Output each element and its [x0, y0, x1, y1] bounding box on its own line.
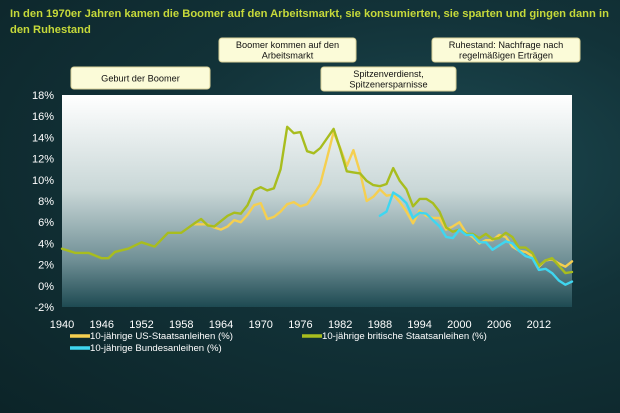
y-tick-label: 2%	[38, 260, 54, 272]
x-tick-label: 1952	[129, 319, 153, 331]
x-tick-label: 1988	[368, 319, 392, 331]
series-lines	[60, 125, 574, 286]
x-tick-label: 2006	[487, 319, 511, 331]
x-tick-label: 1982	[328, 319, 352, 331]
y-tick-label: 18%	[32, 90, 54, 102]
annotation-text: Geburt der Boomer	[101, 74, 180, 84]
annotation-box: Geburt der Boomer	[70, 66, 211, 90]
annotation-text: Boomer kommen auf den	[236, 40, 339, 50]
legend-item-us: 10-jährige US-Staatsanleihen (%)	[70, 331, 233, 342]
x-tick-label: 1964	[209, 319, 233, 331]
y-tick-label: 4%	[38, 238, 54, 250]
y-tick-label: 16%	[32, 111, 54, 123]
y-tick-label: 8%	[38, 196, 54, 208]
annotation-text: Spitzenersparnisse	[349, 80, 427, 90]
y-tick-label: 12%	[32, 154, 54, 166]
x-tick-label: 2000	[447, 319, 471, 331]
y-tick-label: 0%	[38, 281, 54, 293]
plot-area	[62, 95, 572, 307]
y-tick-label: 6%	[38, 217, 54, 229]
x-tick-label: 1994	[407, 319, 431, 331]
x-tick-label: 1976	[288, 319, 312, 331]
series-line-uk	[60, 125, 574, 275]
annotation-text: Ruhestand: Nachfrage nach	[449, 40, 563, 50]
legend-label: 10-jährige Bundesanleihen (%)	[90, 343, 222, 354]
y-tick-label: 10%	[32, 175, 54, 187]
x-tick-label: 1958	[169, 319, 193, 331]
legend-label: 10-jährige britische Staatsanleihen (%)	[322, 331, 487, 342]
x-tick-label: 1970	[248, 319, 272, 331]
y-axis: -2% 0% 2% 4% 6% 8% 10% 12% 14% 16% 18%	[32, 90, 54, 314]
x-tick-label: 2012	[527, 319, 551, 331]
y-tick-label: 14%	[32, 132, 54, 144]
annotation-text: regelmäßigen Erträgen	[459, 51, 553, 61]
legend-label: 10-jährige US-Staatsanleihen (%)	[90, 331, 233, 342]
y-tick-label: -2%	[34, 302, 54, 314]
legend-item-uk: 10-jährige britische Staatsanleihen (%)	[302, 331, 487, 342]
annotations: Geburt der Boomer Boomer kommen auf denAr…	[70, 37, 581, 92]
legend: 10-jährige US-Staatsanleihen (%) 10-jähri…	[70, 331, 487, 354]
x-axis: 1940 1946 1952 1958 1964 1970 1976 1982 1988 1994…	[50, 319, 551, 331]
annotation-box: Spitzenverdienst,Spitzenersparnisse	[320, 66, 457, 92]
annotation-text: Spitzenverdienst,	[353, 69, 423, 79]
series-line-de	[378, 191, 574, 286]
x-tick-label: 1946	[89, 319, 113, 331]
chart-title: In den 1970er Jahren kamen die Boomer au…	[10, 8, 609, 36]
annotation-text: Arbeitsmarkt	[262, 51, 314, 61]
x-tick-label: 1940	[50, 319, 74, 331]
legend-item-de: 10-jährige Bundesanleihen (%)	[70, 343, 222, 354]
